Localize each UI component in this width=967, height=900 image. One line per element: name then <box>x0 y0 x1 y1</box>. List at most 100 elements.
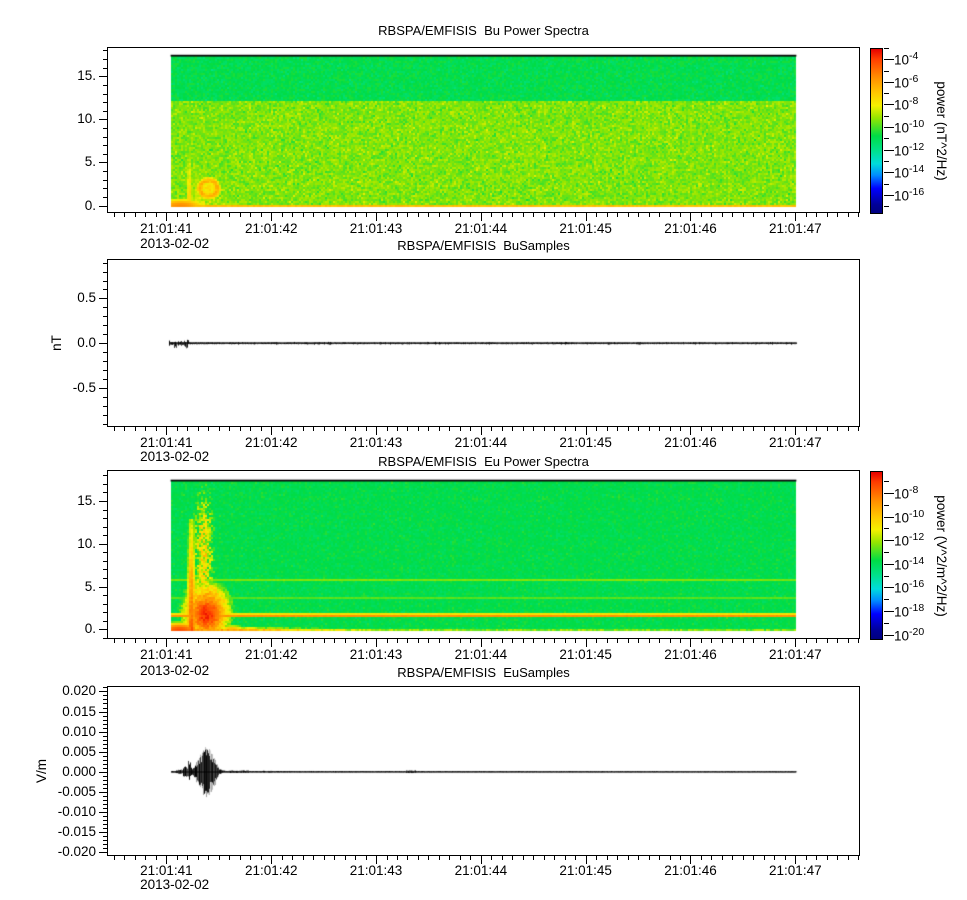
x-minor-tick <box>449 427 450 431</box>
x-minor-tick <box>334 213 335 217</box>
x-minor-tick <box>628 639 629 643</box>
x-minor-tick <box>743 856 744 860</box>
y-minor-tick <box>103 289 107 290</box>
y-minor-tick <box>103 137 107 138</box>
x-minor-tick <box>334 856 335 860</box>
y-minor-tick <box>103 85 107 86</box>
y-minor-tick <box>103 800 107 801</box>
x-minor-tick <box>324 856 325 860</box>
x-minor-tick <box>366 427 367 431</box>
x-minor-tick <box>554 856 555 860</box>
x-minor-tick <box>533 856 534 860</box>
x-minor-tick <box>366 639 367 643</box>
x-minor-tick <box>544 856 545 860</box>
x-minor-tick <box>145 213 146 217</box>
x-tick-label: 21:01:42 <box>244 220 298 236</box>
x-minor-tick <box>491 213 492 217</box>
x-minor-tick <box>397 639 398 643</box>
x-minor-tick <box>774 213 775 217</box>
y-major-tick <box>99 206 107 207</box>
x-minor-tick <box>303 213 304 217</box>
x-major-tick <box>271 427 272 435</box>
x-minor-tick <box>806 427 807 431</box>
eu-waveform-trace <box>108 687 859 855</box>
x-minor-tick <box>523 213 524 217</box>
x-major-tick <box>795 856 796 864</box>
colorbar-tick-label: 10-18 <box>894 602 925 620</box>
y-minor-tick <box>103 687 107 688</box>
y-tick-label: 0.0 <box>77 335 96 351</box>
x-minor-tick <box>250 213 251 217</box>
x-minor-tick <box>460 427 461 431</box>
x-minor-tick <box>114 427 115 431</box>
eu-spectrogram-image <box>108 471 859 638</box>
y-minor-tick <box>103 111 107 112</box>
x-minor-tick <box>722 856 723 860</box>
x-tick-label: 21:01:46 <box>664 434 717 450</box>
y-minor-tick <box>103 145 107 146</box>
y-major-tick <box>99 501 107 502</box>
x-minor-tick <box>858 639 859 643</box>
colorbar-minor-tick <box>884 528 889 529</box>
y-minor-tick <box>103 816 107 817</box>
y-tick-label: 0.5 <box>77 290 96 306</box>
x-minor-tick <box>659 639 660 643</box>
x-minor-tick <box>512 427 513 431</box>
y-minor-tick <box>103 50 107 51</box>
x-minor-tick <box>135 856 136 860</box>
x-minor-tick <box>544 213 545 217</box>
x-minor-tick <box>628 427 629 431</box>
x-minor-tick <box>198 856 199 860</box>
x-minor-tick <box>156 213 157 217</box>
x-minor-tick <box>596 213 597 217</box>
y-major-tick <box>99 792 107 793</box>
x-minor-tick <box>575 213 576 217</box>
x-minor-tick <box>827 639 828 643</box>
x-minor-tick <box>596 856 597 860</box>
x-minor-tick <box>187 213 188 217</box>
x-minor-tick <box>701 639 702 643</box>
x-minor-tick <box>187 639 188 643</box>
y-minor-tick <box>103 716 107 717</box>
x-major-tick <box>481 639 482 647</box>
y-minor-tick <box>103 695 107 696</box>
plot-area-eu-samples <box>107 686 860 856</box>
x-minor-tick <box>533 639 534 643</box>
plot-area-bu-samples <box>107 259 860 427</box>
colorbar-minor-tick <box>884 552 889 553</box>
x-minor-tick <box>355 639 356 643</box>
x-minor-tick <box>848 856 849 860</box>
x-minor-tick <box>282 856 283 860</box>
x-minor-tick <box>355 213 356 217</box>
plot-area-bu-power-spectra <box>107 47 860 213</box>
x-minor-tick <box>219 427 220 431</box>
colorbar-minor-tick <box>884 93 889 94</box>
y-minor-tick <box>103 180 107 181</box>
x-major-tick <box>376 427 377 435</box>
x-minor-tick <box>240 856 241 860</box>
x-minor-tick <box>659 213 660 217</box>
x-minor-tick <box>439 639 440 643</box>
x-minor-tick <box>502 639 503 643</box>
y-minor-tick <box>103 415 107 416</box>
y-minor-tick <box>103 475 107 476</box>
y-tick-label: -0.005 <box>57 783 96 799</box>
x-tick-label: 21:01:44 <box>454 862 508 878</box>
colorbar-gradient <box>870 471 883 640</box>
colorbar-minor-tick <box>884 138 889 139</box>
colorbar-major-tick <box>884 587 894 588</box>
y-minor-tick <box>103 527 107 528</box>
x-tick-label: 21:01:41 <box>140 434 193 450</box>
x-major-tick <box>690 856 691 864</box>
x-minor-tick <box>428 856 429 860</box>
x-major-tick <box>376 639 377 647</box>
x-minor-tick <box>565 213 566 217</box>
x-minor-tick <box>313 213 314 217</box>
x-minor-tick <box>722 427 723 431</box>
x-minor-tick <box>544 427 545 431</box>
x-minor-tick <box>816 213 817 217</box>
x-minor-tick <box>124 213 125 217</box>
x-minor-tick <box>670 213 671 217</box>
colorbar-major-tick <box>884 172 894 173</box>
x-minor-tick <box>533 427 534 431</box>
